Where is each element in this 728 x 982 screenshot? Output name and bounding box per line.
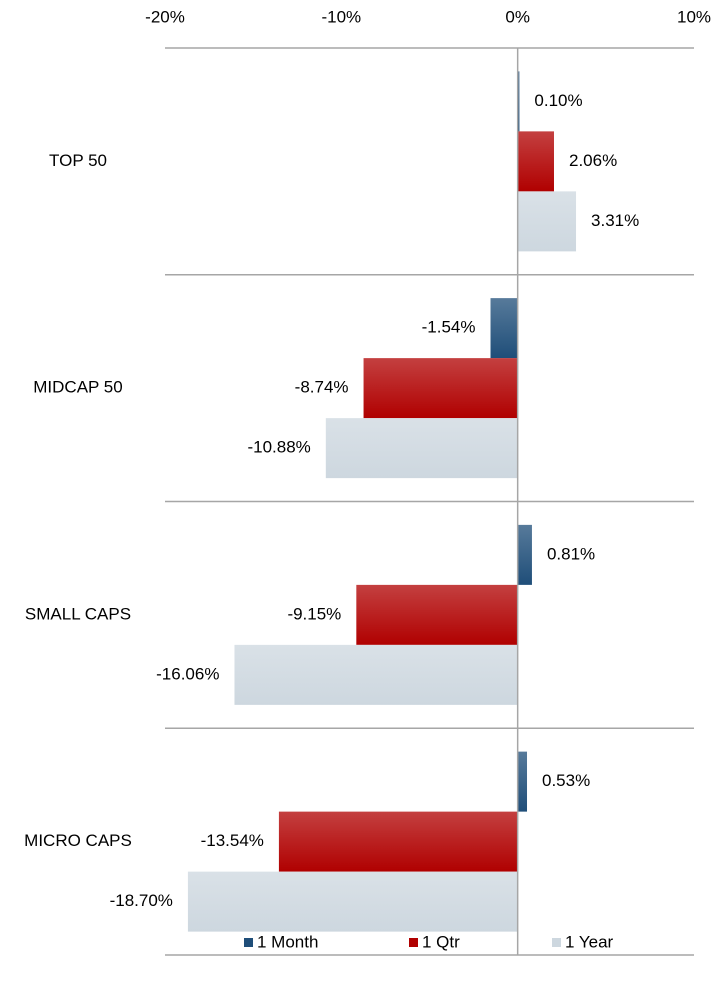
x-tick-label: -20% <box>145 7 185 26</box>
bar <box>517 131 554 192</box>
x-tick-label: 0% <box>505 7 530 26</box>
y-tick-label: MIDCAP 50 <box>33 378 122 397</box>
bar <box>325 418 518 479</box>
value-label: 2.06% <box>569 151 617 170</box>
legend-label: 1 Year <box>565 932 614 951</box>
legend-swatch <box>409 938 418 947</box>
y-tick-label: TOP 50 <box>49 151 107 170</box>
bar <box>187 871 518 932</box>
bar <box>517 751 528 812</box>
bar <box>363 358 518 419</box>
x-tick-label: -10% <box>321 7 361 26</box>
bar <box>356 584 518 645</box>
bar <box>517 71 520 132</box>
bar <box>278 811 518 872</box>
bar <box>234 644 518 705</box>
bar <box>517 191 577 252</box>
bar <box>490 298 518 359</box>
value-label: -9.15% <box>287 604 341 623</box>
value-label: -18.70% <box>110 891 173 910</box>
legend-swatch <box>244 938 253 947</box>
legend-label: 1 Qtr <box>422 932 460 951</box>
value-label: 0.10% <box>534 91 582 110</box>
bar <box>517 524 532 585</box>
value-label: -8.74% <box>295 378 349 397</box>
legend-swatch <box>552 938 561 947</box>
y-tick-label: SMALL CAPS <box>25 604 131 623</box>
x-tick-label: 10% <box>677 7 711 26</box>
value-label: 0.81% <box>547 544 595 563</box>
legend-label: 1 Month <box>257 932 318 951</box>
value-label: -13.54% <box>201 831 264 850</box>
y-tick-label: MICRO CAPS <box>24 831 132 850</box>
value-label: 3.31% <box>591 211 639 230</box>
value-label: -1.54% <box>422 318 476 337</box>
value-label: 0.53% <box>542 771 590 790</box>
value-label: -16.06% <box>156 664 219 683</box>
value-label: -10.88% <box>247 438 310 457</box>
